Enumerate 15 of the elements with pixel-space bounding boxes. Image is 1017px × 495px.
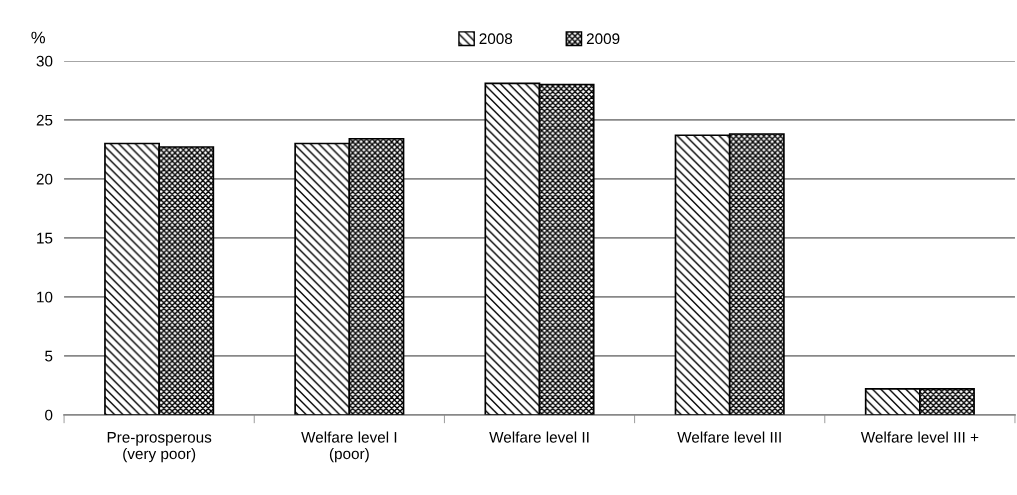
y-axis-title: %	[31, 31, 46, 44]
y-tick-label: 25	[36, 114, 53, 126]
y-tick-label: 20	[36, 173, 53, 185]
x-tick-label: Welfare level I (poor)	[301, 431, 397, 463]
y-tick-label: 5	[45, 350, 53, 362]
y-tick-label: 10	[37, 291, 53, 303]
x-tick-label: Welfare level III	[677, 431, 781, 443]
legend-label: 2009	[586, 33, 620, 45]
y-tick-label: 0	[45, 409, 53, 421]
x-tick-label: Welfare level III +	[860, 431, 979, 443]
y-tick-label: 15	[37, 232, 53, 244]
x-tick-label: Pre-prosperous (very poor)	[107, 432, 212, 463]
legend-label: 2008	[479, 33, 513, 45]
x-tick-label: Welfare level II	[489, 431, 589, 443]
y-tick-label: 30	[36, 55, 53, 67]
